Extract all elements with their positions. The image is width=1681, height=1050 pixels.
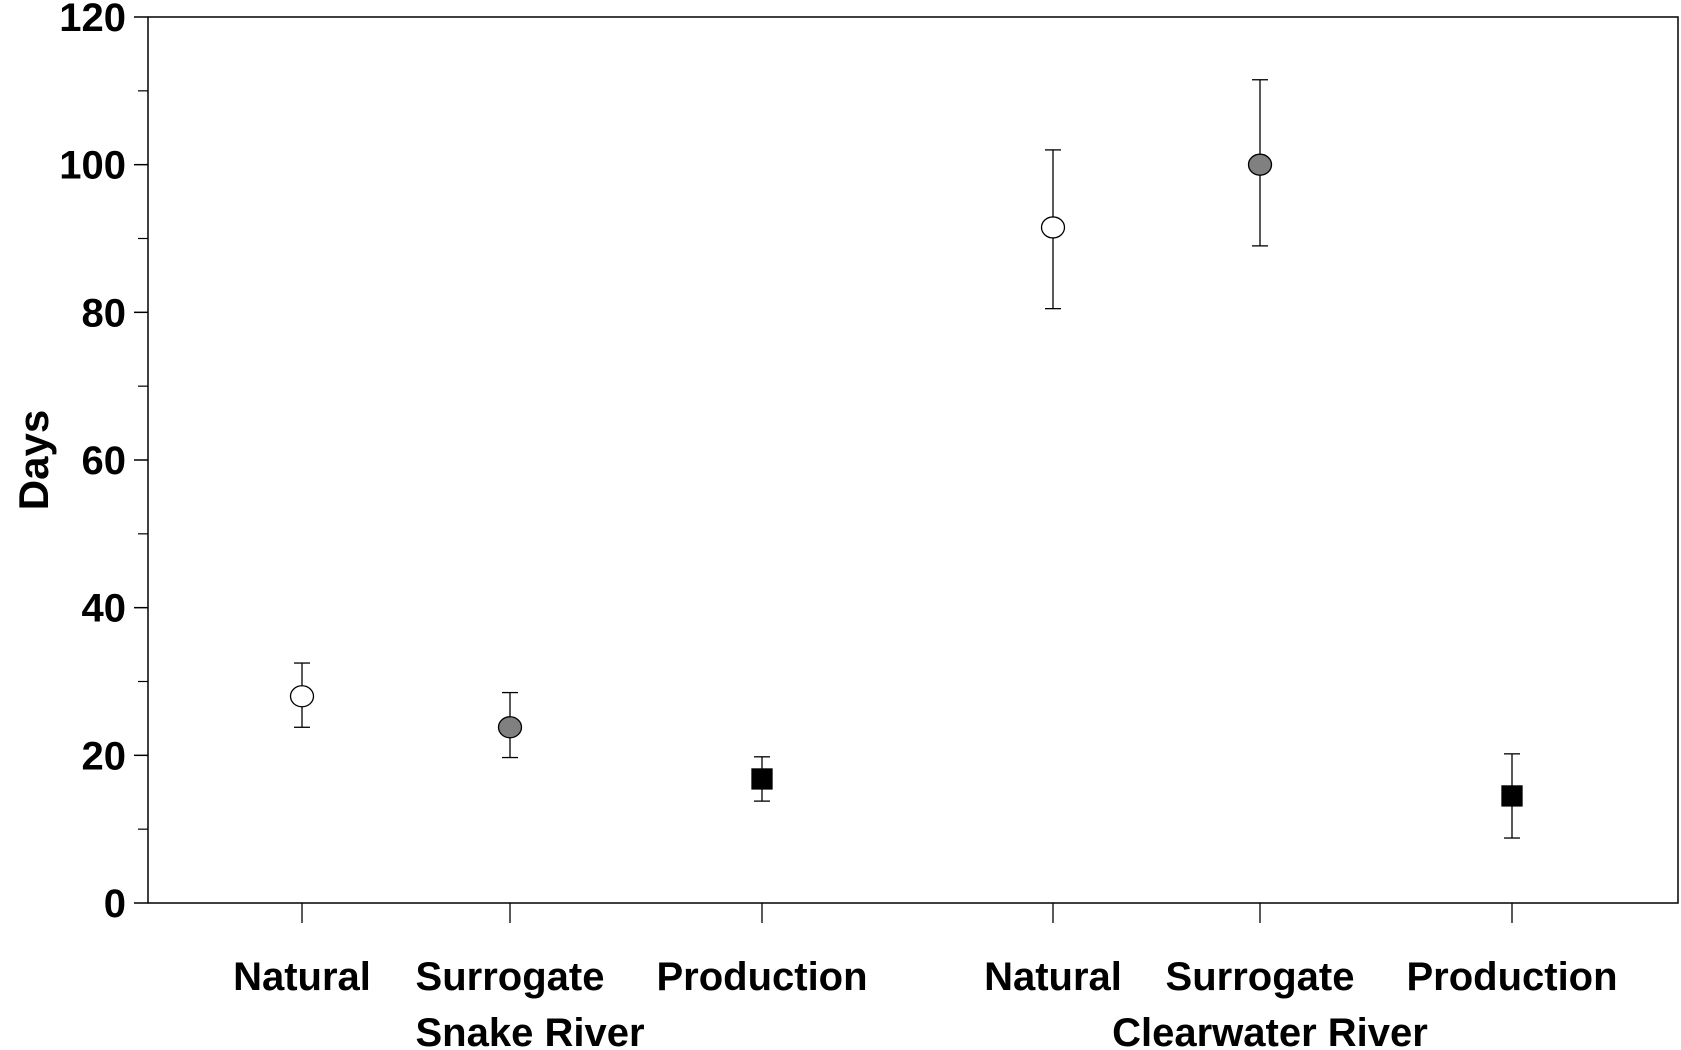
y-tick-label: 120 [59, 0, 126, 40]
y-tick-label: 80 [82, 291, 127, 335]
data-point-circle [289, 685, 315, 708]
data-point-circle [1247, 153, 1273, 176]
x-group-label: Snake River [415, 1011, 644, 1050]
y-tick-label: 100 [59, 144, 126, 188]
y-tick-label: 20 [82, 734, 127, 778]
x-category-label: Production [1406, 955, 1617, 999]
x-category-label: Production [656, 955, 867, 999]
y-tick-label: 60 [82, 439, 127, 483]
x-category-label: Surrogate [1166, 955, 1355, 999]
data-points [289, 79, 1523, 839]
y-tick-label: 0 [104, 882, 126, 926]
data-point-circle [497, 716, 523, 739]
x-category-label: Natural [233, 955, 371, 999]
y-axis: 0 20 40 60 80 100 120 [59, 0, 148, 926]
data-point-square [751, 768, 773, 790]
data-point-circle [1040, 216, 1066, 239]
y-tick-label: 40 [82, 587, 127, 631]
x-axis: Natural Surrogate Production Snake River Nat… [233, 903, 1618, 1050]
x-category-label: Natural [984, 955, 1122, 999]
y-axis-title: Days [10, 410, 57, 510]
x-group-label: Clearwater River [1112, 1011, 1428, 1050]
data-point-square [1501, 785, 1523, 807]
x-category-label: Surrogate [416, 955, 605, 999]
plot-area [147, 16, 1679, 904]
